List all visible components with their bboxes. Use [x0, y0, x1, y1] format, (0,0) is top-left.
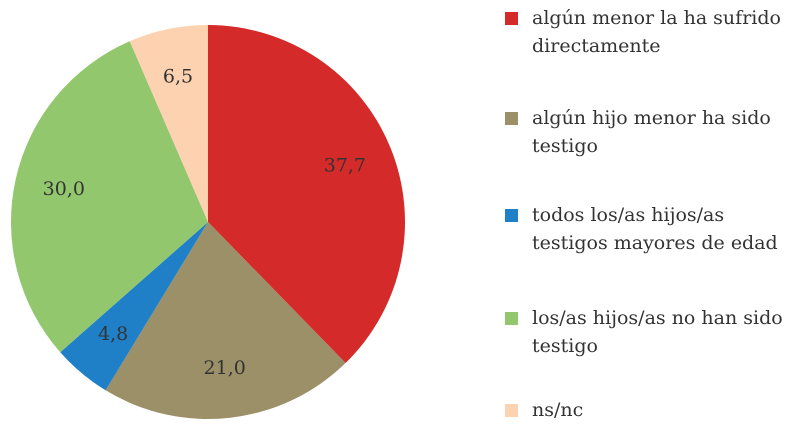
data-label: 21,0 — [204, 357, 246, 379]
pie-slice — [10, 41, 209, 353]
legend-swatch — [505, 112, 518, 125]
legend-item: los/as hijos/as no han sido testigo — [505, 304, 805, 360]
pie-slice — [129, 25, 208, 222]
data-label: 4,8 — [98, 323, 128, 345]
pie-slice — [60, 222, 208, 391]
pie-slice — [105, 222, 346, 419]
legend-item: ns/nc — [505, 396, 805, 424]
legend-item: algún menor la ha sufrido directamente — [505, 4, 805, 60]
pie-slice — [208, 25, 405, 364]
legend-swatch — [505, 404, 518, 417]
legend-label: algún hijo menor ha sido testigo — [532, 107, 771, 157]
legend-label: ns/nc — [532, 399, 584, 421]
legend-item: todos los/as hijos/as testigos mayores d… — [505, 201, 805, 257]
legend-swatch — [505, 209, 518, 222]
data-label: 37,7 — [324, 154, 366, 176]
pie: 37,7 21,0 4,8 30,0 6,5 — [10, 25, 405, 419]
data-label: 30,0 — [43, 178, 85, 200]
legend-swatch — [505, 12, 518, 25]
data-label: 6,5 — [163, 65, 193, 87]
legend-item: algún hijo menor ha sido testigo — [505, 104, 805, 160]
legend-swatch — [505, 312, 518, 325]
legend-label: todos los/as hijos/as testigos mayores d… — [532, 204, 778, 254]
legend-label: algún menor la ha sufrido directamente — [532, 7, 781, 57]
legend-label: los/as hijos/as no han sido testigo — [532, 307, 783, 357]
